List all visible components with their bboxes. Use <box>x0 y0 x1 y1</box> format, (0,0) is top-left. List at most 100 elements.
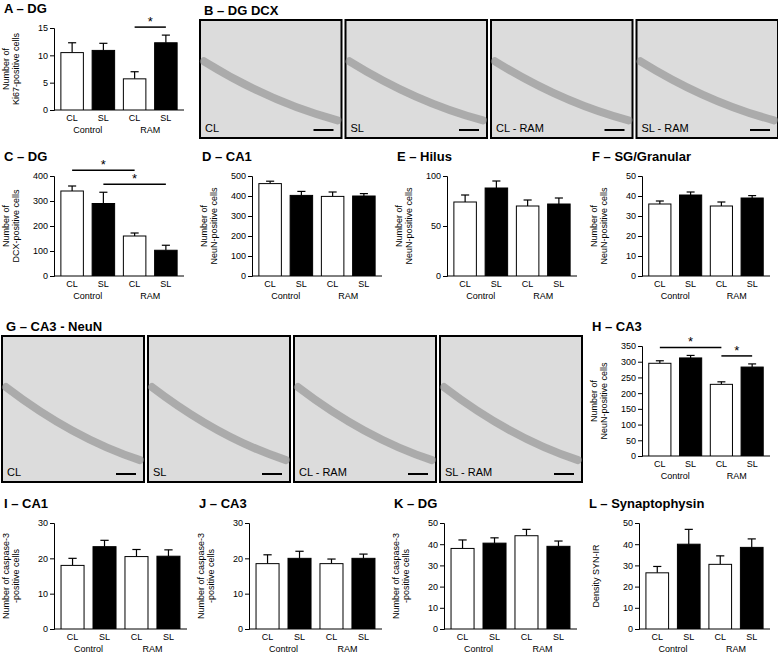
plot: 050100Number ofNeuN-positive cellsCLSLCL… <box>394 171 577 301</box>
x-tick-label: SL <box>747 459 758 469</box>
y-tick-mark <box>638 393 642 394</box>
error-cap <box>100 540 108 541</box>
y-tick-mark <box>443 226 447 227</box>
y-axis-title: Number ofDCX-positive cells <box>1 189 21 263</box>
y-tick: 10 <box>626 251 642 261</box>
x-group-label: RAM <box>727 471 747 481</box>
significance-label: * <box>148 14 153 29</box>
y-tick-mark <box>638 276 642 277</box>
error-bar <box>165 245 166 250</box>
x-tick-label: CL <box>457 632 469 642</box>
y-tick-label: 20 <box>428 582 438 592</box>
error-bar <box>134 72 135 79</box>
error-bar <box>527 200 528 206</box>
error-cap <box>555 197 563 198</box>
error-cap <box>266 181 274 182</box>
panel-title: I – CA1 <box>4 496 48 511</box>
micrograph <box>148 336 290 482</box>
y-tick-mark <box>50 276 54 277</box>
error-cap <box>687 191 695 192</box>
error-cap <box>329 191 337 192</box>
bar <box>123 236 146 276</box>
y-tick: 50 <box>626 171 642 181</box>
x-tick-label: SL <box>553 279 564 289</box>
y-tick: 0 <box>241 271 252 281</box>
error-bar <box>462 540 463 548</box>
y-tick-label: 10 <box>233 589 243 599</box>
error-cap <box>748 195 756 196</box>
scale-bar <box>262 473 282 475</box>
y-tick-label: 30 <box>626 211 636 221</box>
y-tick: 200 <box>33 221 54 231</box>
y-tick: 40 <box>623 540 639 550</box>
error-bar <box>720 556 721 564</box>
y-tick: 200 <box>231 231 252 241</box>
plot: 050100150200250300350Number ofNeuN-posit… <box>589 334 770 481</box>
y-tick-mark <box>638 456 642 457</box>
x-tick-label: SL <box>296 279 307 289</box>
bar <box>710 206 732 276</box>
y-tick-mark <box>635 523 639 524</box>
bar <box>61 191 84 276</box>
x-tick-label: SL <box>99 632 110 642</box>
y-tick: 10 <box>38 51 54 61</box>
y-tick: 0 <box>436 271 447 281</box>
panel-title: L – Synaptophysin <box>589 496 704 511</box>
cell-layer <box>298 387 432 460</box>
x-tick-label: CL <box>326 632 338 642</box>
marks <box>454 181 570 276</box>
y-tick: 300 <box>621 357 642 367</box>
bar <box>649 204 671 276</box>
panel-title: F – SG/Granular <box>592 149 691 164</box>
y-tick: 0 <box>43 624 54 634</box>
y-tick-mark <box>440 608 444 609</box>
y-tick: 400 <box>231 191 252 201</box>
y-tick-mark <box>245 594 249 595</box>
y-tick-label: 300 <box>33 196 48 206</box>
y-tick-label: 400 <box>33 171 48 181</box>
y-tick-mark <box>248 256 252 257</box>
y-tick-label: 0 <box>43 271 48 281</box>
y-tick-mark <box>440 544 444 545</box>
y-tick-label: 40 <box>428 540 438 550</box>
significance-label: * <box>734 343 739 358</box>
y-tick-mark <box>635 544 639 545</box>
error-bar <box>751 539 752 547</box>
x-group-label: Control <box>73 291 102 301</box>
y-tick-label: 0 <box>43 105 48 115</box>
scale-bar <box>408 473 428 475</box>
marks <box>649 192 763 276</box>
y-tick: 20 <box>623 582 639 592</box>
marks <box>646 529 763 629</box>
y-tick-label: 20 <box>233 554 243 564</box>
chart-panel: J – CA30102030Number of caspase-3-positi… <box>196 496 382 654</box>
micrograph <box>2 336 144 482</box>
image-label: SL - RAM <box>642 122 689 134</box>
x-tick-label: SL <box>491 279 502 289</box>
x-tick-label: CL <box>264 279 276 289</box>
cell-layer <box>204 61 338 120</box>
y-tick-label: 10 <box>38 589 48 599</box>
y-axis-title: Number ofNeuN-positive cells <box>394 187 414 265</box>
y-tick: 30 <box>623 561 639 571</box>
y-axis-title-line: Number of <box>394 205 404 248</box>
y-tick-label: 10 <box>428 603 438 613</box>
bar <box>353 196 376 276</box>
x-tick-label: CL <box>716 459 728 469</box>
y-tick-label: 30 <box>38 518 48 528</box>
y-tick: 100 <box>621 420 642 430</box>
y-axis-line <box>638 347 643 457</box>
y-tick-mark <box>248 176 252 177</box>
bar <box>547 546 570 629</box>
y-axis: 0102030 <box>233 518 250 634</box>
y-tick: 100 <box>426 171 447 181</box>
x-group-label: Control <box>466 291 495 301</box>
error-cap <box>68 185 76 186</box>
y-axis-title-line: Number of <box>1 48 11 91</box>
marks <box>61 540 180 629</box>
y-axis-title: Number of caspase-3-positive cells <box>391 533 411 619</box>
y-tick: 10 <box>38 589 54 599</box>
y-tick-mark <box>50 28 54 29</box>
error-bar <box>72 186 73 191</box>
error-cap <box>717 381 725 382</box>
